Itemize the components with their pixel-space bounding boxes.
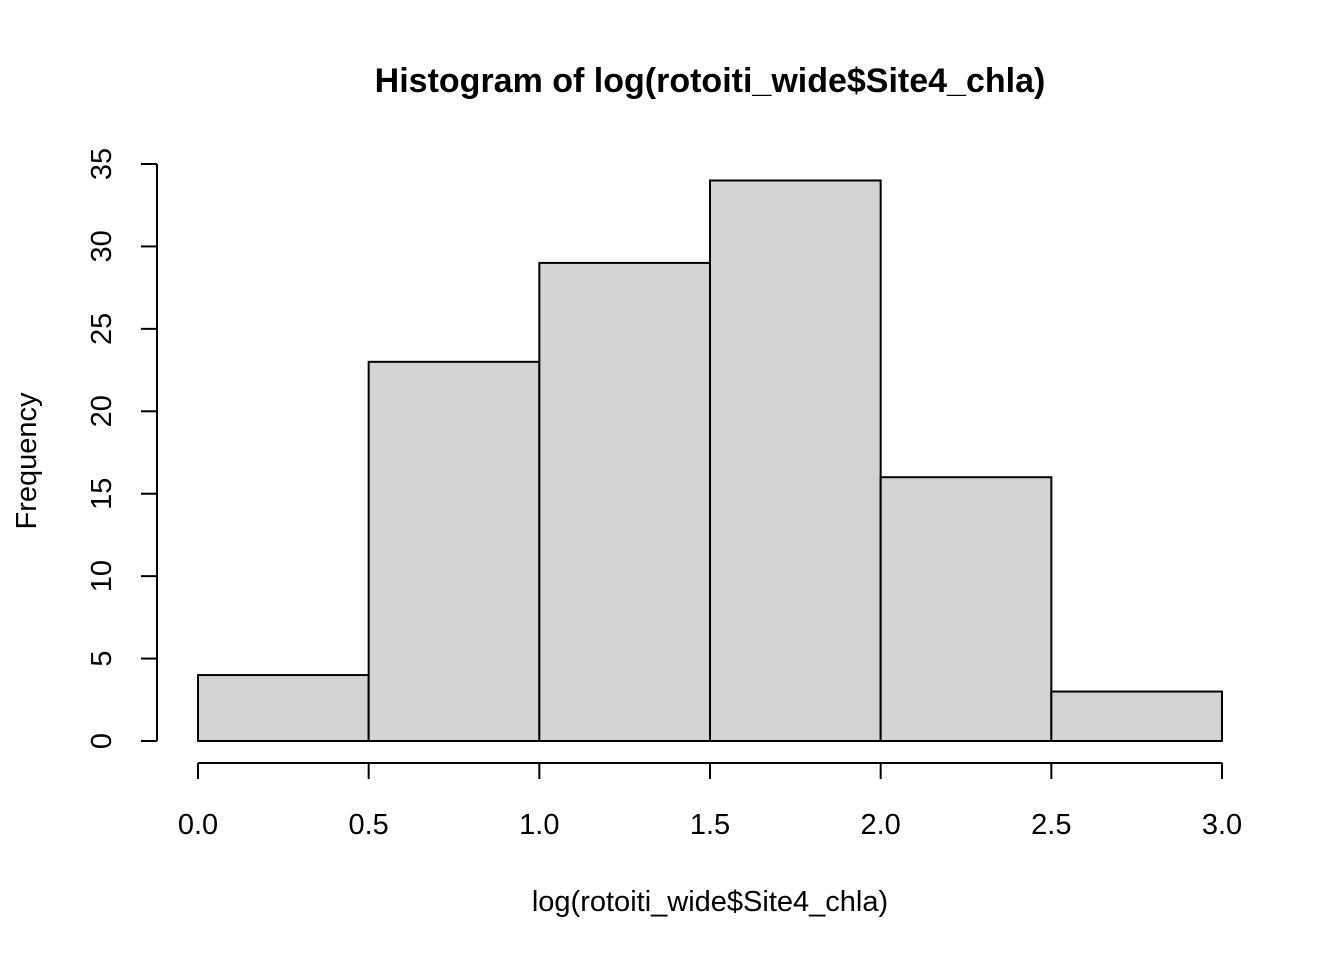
chart-title: Histogram of log(rotoiti_wide$Site4_chla…: [375, 62, 1046, 100]
y-tick-label-6: 30: [86, 230, 118, 262]
y-tick-label-3: 15: [86, 478, 118, 510]
x-axis: 0.0 0.5 1.0 1.5 2.0 2.5 3.0: [178, 762, 1242, 841]
histogram-bar-5: [1050, 690, 1224, 742]
histogram-bar-3: [709, 179, 882, 742]
bars-group: [197, 179, 1224, 742]
x-axis-label: log(rotoiti_wide$Site4_chla): [532, 886, 888, 918]
x-tick-label-5: 2.5: [1031, 809, 1071, 841]
y-axis: 0 5 10 15 20 25 30 35: [86, 148, 158, 749]
x-tick-label-4: 2.0: [861, 809, 901, 841]
x-tick-label-2: 1.0: [519, 809, 559, 841]
histogram-bar-2: [538, 261, 711, 742]
y-tick-label-7: 35: [86, 148, 118, 180]
histogram-bar-4: [879, 476, 1053, 742]
x-tick-label-1: 0.5: [349, 809, 389, 841]
y-tick-label-1: 5: [86, 651, 118, 667]
y-axis-label: Frequency: [11, 392, 43, 530]
y-tick-label-0: 0: [86, 733, 118, 749]
y-tick-label-2: 10: [86, 560, 118, 592]
y-tick-label-4: 20: [86, 395, 118, 427]
x-tick-label-6: 3.0: [1202, 809, 1242, 841]
histogram-bar-0: [197, 674, 370, 742]
x-tick-label-0: 0.0: [178, 809, 218, 841]
x-tick-label-3: 1.5: [690, 809, 730, 841]
histogram-bar-1: [367, 360, 541, 742]
y-tick-label-5: 25: [86, 313, 118, 345]
